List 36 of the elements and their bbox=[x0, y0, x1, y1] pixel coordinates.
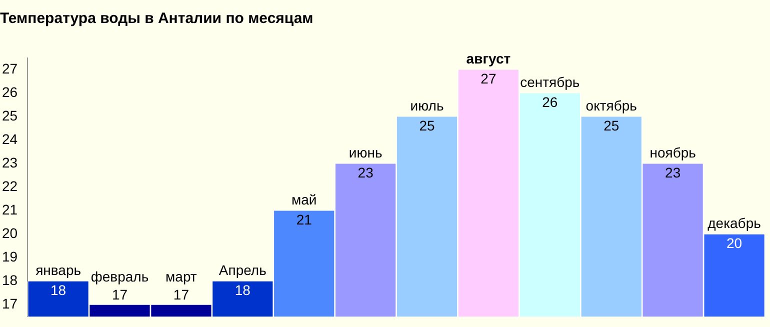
x-tick-label: Апрель bbox=[218, 262, 266, 278]
x-tick-label: сентябрь bbox=[520, 74, 580, 90]
y-tick-label: 21 bbox=[2, 202, 18, 218]
data-label: 20 bbox=[726, 235, 742, 252]
data-label: 26 bbox=[542, 94, 558, 110]
y-tick-label: 27 bbox=[2, 60, 18, 77]
x-tick-label: октябрь bbox=[586, 98, 637, 114]
y-tick-label: 25 bbox=[2, 108, 18, 124]
x-tick-label: август bbox=[466, 50, 511, 67]
y-tick-label: 17 bbox=[2, 296, 18, 312]
data-label: 23 bbox=[665, 164, 681, 181]
y-tick-label: 19 bbox=[2, 248, 18, 265]
x-tick-label: январь bbox=[36, 262, 82, 278]
data-label: 25 bbox=[604, 118, 620, 134]
x-tick-label: март bbox=[166, 268, 198, 285]
chart-title: Температура воды в Анталии по месяцам bbox=[0, 10, 314, 28]
data-label: 17 bbox=[173, 286, 190, 303]
data-label: 21 bbox=[296, 212, 312, 228]
x-tick-label: ноябрь bbox=[650, 144, 696, 161]
x-tick-label: февраль bbox=[90, 268, 149, 285]
x-tick-label: июль bbox=[410, 98, 444, 114]
y-tick-label: 23 bbox=[2, 154, 18, 171]
y-tick-label: 26 bbox=[2, 84, 18, 100]
data-label: 25 bbox=[419, 118, 436, 134]
y-tick-label: 18 bbox=[2, 272, 18, 288]
data-label: 27 bbox=[480, 70, 496, 87]
y-tick-label: 20 bbox=[2, 225, 18, 242]
data-label: 18 bbox=[50, 282, 66, 298]
x-tick-label: июнь bbox=[348, 144, 382, 161]
x-tick-label: май bbox=[291, 192, 317, 208]
data-label: 18 bbox=[234, 282, 251, 298]
y-tick-label: 24 bbox=[2, 131, 18, 148]
y-tick-label: 22 bbox=[2, 178, 18, 194]
x-tick-label: декабрь bbox=[708, 215, 761, 232]
data-label: 23 bbox=[358, 164, 374, 181]
data-label: 17 bbox=[112, 286, 128, 303]
